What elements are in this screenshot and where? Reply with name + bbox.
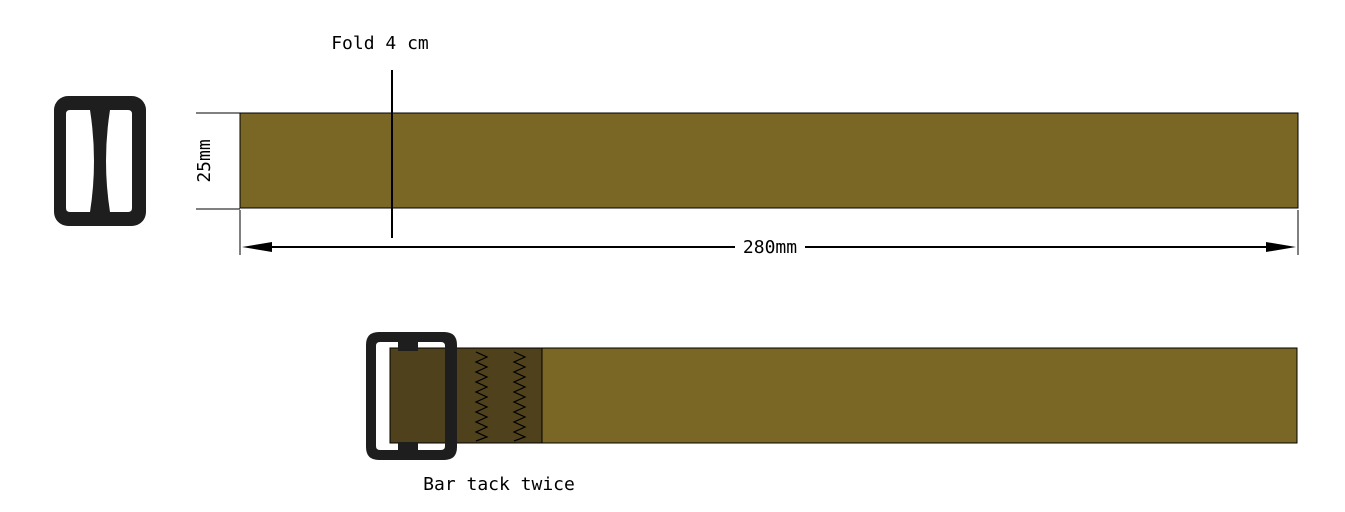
buckle-top	[54, 96, 146, 226]
length-label: 280mm	[743, 237, 797, 258]
buckle-bottom	[366, 332, 457, 460]
length-arrow-left	[242, 242, 272, 252]
bar-tack-stitch-2	[512, 351, 527, 442]
buckle-top-slot-left	[66, 110, 94, 212]
width-label: 25mm	[194, 139, 215, 182]
fold-label: Fold 4 cm	[331, 33, 429, 54]
bar-tack-label: Bar tack twice	[423, 474, 575, 495]
length-arrow-right	[1266, 242, 1296, 252]
buckle-bottom-strap-through	[391, 351, 441, 442]
width-dimension	[196, 112, 240, 210]
length-dimension	[239, 210, 1299, 255]
strap-flat	[239, 112, 1299, 209]
bar-tack-stitch-1	[474, 351, 489, 442]
buckle-top-slot-right	[106, 110, 132, 212]
